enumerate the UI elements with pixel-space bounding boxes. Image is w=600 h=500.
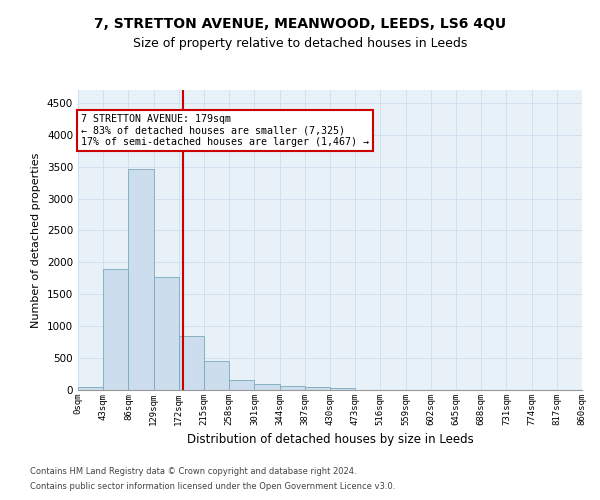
Bar — [305, 387, 330, 390]
Text: Contains HM Land Registry data © Crown copyright and database right 2024.: Contains HM Land Registry data © Crown c… — [30, 467, 356, 476]
Bar — [280, 386, 305, 390]
Bar — [330, 388, 355, 390]
Bar — [154, 277, 179, 390]
Text: 7 STRETTON AVENUE: 179sqm
← 83% of detached houses are smaller (7,325)
17% of se: 7 STRETTON AVENUE: 179sqm ← 83% of detac… — [81, 114, 369, 148]
Text: 7, STRETTON AVENUE, MEANWOOD, LEEDS, LS6 4QU: 7, STRETTON AVENUE, MEANWOOD, LEEDS, LS6… — [94, 18, 506, 32]
Bar — [103, 268, 128, 390]
X-axis label: Distribution of detached houses by size in Leeds: Distribution of detached houses by size … — [187, 434, 473, 446]
Bar — [204, 362, 229, 390]
Bar — [78, 387, 103, 390]
Bar — [128, 168, 154, 390]
Text: Contains public sector information licensed under the Open Government Licence v3: Contains public sector information licen… — [30, 482, 395, 491]
Text: Size of property relative to detached houses in Leeds: Size of property relative to detached ho… — [133, 38, 467, 51]
Bar — [179, 336, 204, 390]
Y-axis label: Number of detached properties: Number of detached properties — [31, 152, 41, 328]
Bar — [254, 384, 280, 390]
Bar — [229, 380, 254, 390]
